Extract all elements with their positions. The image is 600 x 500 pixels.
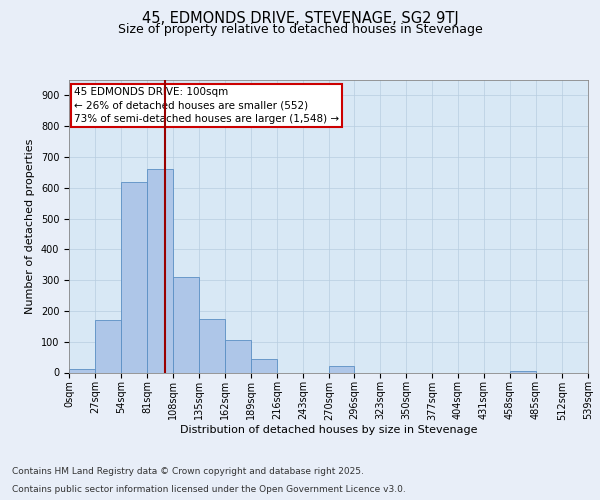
Bar — [510, 371, 536, 372]
Bar — [329, 366, 354, 372]
Bar — [251, 358, 277, 372]
Bar — [147, 170, 173, 372]
Bar — [95, 320, 121, 372]
Bar — [69, 370, 95, 372]
Bar — [225, 340, 251, 372]
X-axis label: Distribution of detached houses by size in Stevenage: Distribution of detached houses by size … — [180, 425, 477, 435]
Bar — [121, 182, 147, 372]
Y-axis label: Number of detached properties: Number of detached properties — [25, 138, 35, 314]
Text: Contains public sector information licensed under the Open Government Licence v3: Contains public sector information licen… — [12, 485, 406, 494]
Text: 45 EDMONDS DRIVE: 100sqm
← 26% of detached houses are smaller (552)
73% of semi-: 45 EDMONDS DRIVE: 100sqm ← 26% of detach… — [74, 88, 340, 124]
Bar — [199, 318, 225, 372]
Text: Size of property relative to detached houses in Stevenage: Size of property relative to detached ho… — [118, 22, 482, 36]
Text: 45, EDMONDS DRIVE, STEVENAGE, SG2 9TJ: 45, EDMONDS DRIVE, STEVENAGE, SG2 9TJ — [142, 11, 458, 26]
Text: Contains HM Land Registry data © Crown copyright and database right 2025.: Contains HM Land Registry data © Crown c… — [12, 467, 364, 476]
Bar — [173, 277, 199, 372]
